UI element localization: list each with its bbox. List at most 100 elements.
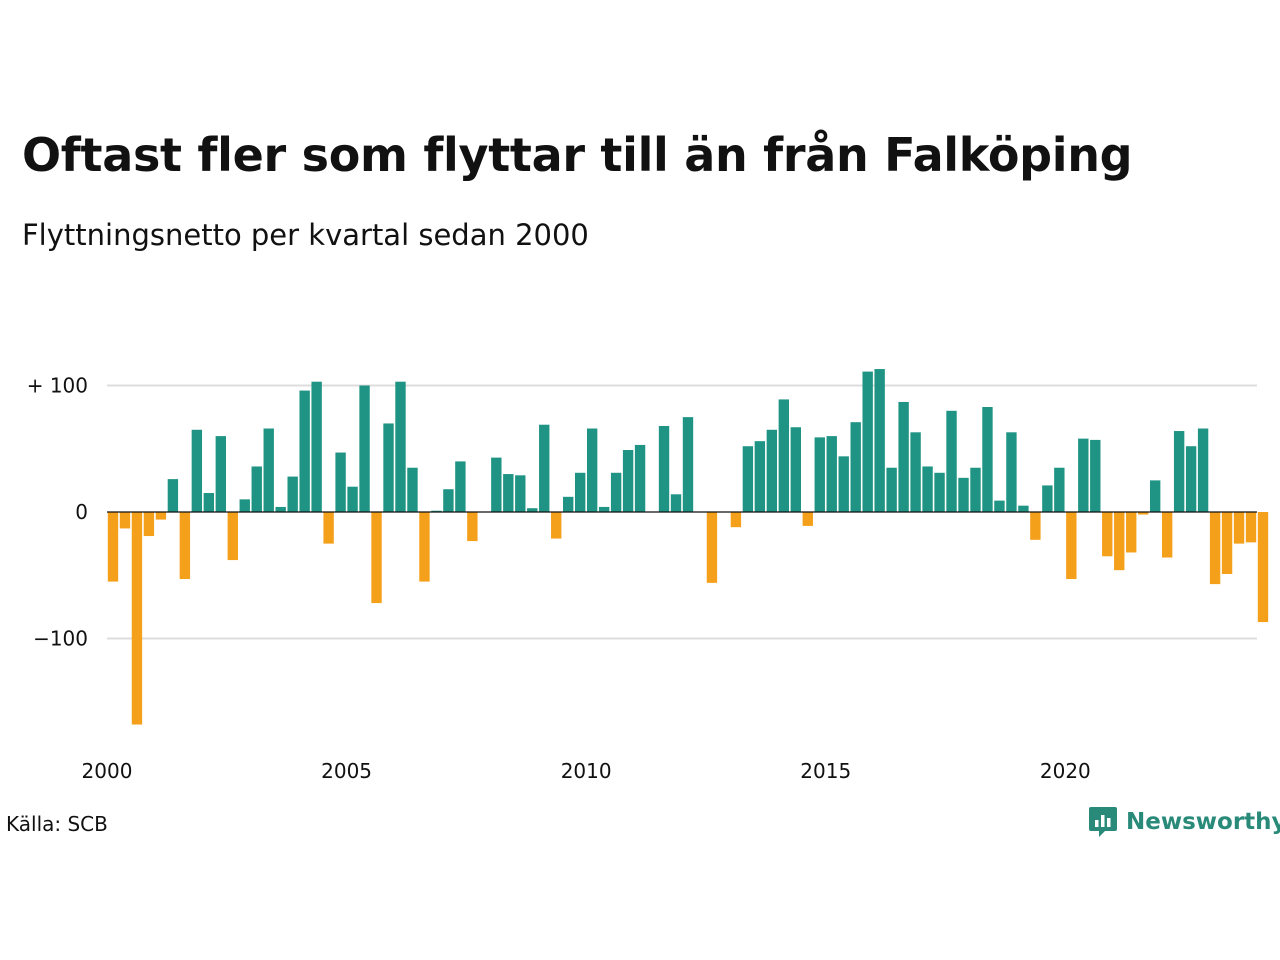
bar-2005Q2 [359, 385, 370, 512]
bar-2007Q3 [467, 512, 478, 542]
bar-2010Q1 [586, 428, 598, 512]
bar-2009Q1 [539, 424, 550, 512]
bar-2003Q1 [251, 466, 262, 512]
bar-2009Q2 [551, 512, 562, 539]
bar-2006Q2 [407, 467, 418, 512]
bar-2005Q4 [383, 423, 394, 512]
bar-2003Q2 [263, 428, 274, 512]
bar-2001Q3 [179, 512, 191, 580]
bar-2004Q2 [311, 381, 322, 512]
bar-2005Q1 [347, 486, 358, 512]
bar-2002Q1 [203, 493, 215, 512]
bar-2006Q1 [395, 381, 406, 512]
bar-2020Q4 [1102, 512, 1113, 557]
bar-2020Q1 [1066, 512, 1077, 580]
bar-2019Q1 [1018, 505, 1029, 512]
bar-2017Q3 [946, 410, 957, 512]
bar-2000Q2 [119, 512, 131, 529]
bar-2008Q4 [527, 508, 538, 512]
bar-2010Q2 [598, 506, 610, 512]
bar-2001Q2 [167, 479, 179, 512]
bar-2014Q3 [802, 512, 813, 526]
newsworthy-logo-icon [1089, 807, 1117, 837]
bars [107, 369, 1269, 725]
bar-2020Q2 [1078, 438, 1089, 512]
bar-2001Q1 [155, 512, 167, 520]
bar-2013Q1 [730, 512, 742, 528]
bar-2011Q3 [658, 425, 670, 512]
chart-subtitle: Flyttningsnetto per kvartal sedan 2000 [22, 218, 589, 252]
bar-2012Q1 [682, 417, 694, 512]
bar-2008Q2 [503, 474, 514, 512]
newsworthy-logo: Newsworthy [1088, 805, 1280, 839]
bar-2021Q2 [1126, 512, 1137, 553]
bar-2004Q3 [323, 512, 334, 544]
gridlines [107, 384, 1257, 640]
bar-2000Q1 [107, 512, 119, 582]
bar-2014Q2 [790, 427, 801, 512]
bar-2008Q1 [491, 457, 502, 512]
source-note: Källa: SCB [6, 812, 108, 836]
bar-2023Q4 [1245, 512, 1257, 543]
y-tick-label: + 100 [27, 374, 88, 398]
y-tick-label: −100 [33, 627, 88, 651]
bar-2010Q4 [622, 450, 634, 512]
bar-2015Q2 [838, 456, 849, 512]
bar-2019Q4 [1054, 467, 1065, 512]
bar-2015Q4 [862, 371, 873, 512]
bar-2007Q1 [443, 489, 454, 512]
bar-2008Q3 [515, 475, 526, 512]
bar-2004Q4 [335, 452, 346, 512]
bar-2012Q3 [706, 512, 718, 583]
bar-2009Q4 [574, 472, 586, 512]
bar-2011Q1 [634, 444, 646, 512]
bar-2022Q1 [1161, 512, 1173, 558]
bar-2016Q3 [898, 401, 909, 512]
bar-2002Q2 [215, 436, 226, 512]
bar-2023Q3 [1233, 512, 1245, 544]
logo-text: Newsworthy [1126, 809, 1280, 835]
bar-2011Q4 [670, 494, 682, 512]
bar-2016Q4 [910, 432, 921, 512]
x-tick-label: 2015 [800, 759, 851, 783]
bar-chart: + 100 0 −100 2000 2005 2010 2015 2020 [27, 369, 1269, 783]
bar-2017Q1 [922, 466, 933, 512]
x-tick-labels: 2000 2005 2010 2015 2020 [82, 759, 1091, 783]
bar-2003Q4 [287, 476, 298, 512]
bar-2002Q3 [227, 512, 238, 561]
x-tick-label: 2000 [82, 759, 133, 783]
bar-2010Q3 [610, 472, 622, 512]
bar-2016Q1 [874, 369, 885, 512]
bar-2015Q3 [850, 422, 861, 512]
bar-2007Q2 [455, 461, 466, 512]
bar-2006Q3 [419, 512, 430, 582]
bar-2020Q3 [1090, 439, 1101, 512]
bar-2017Q4 [958, 477, 969, 512]
bar-2022Q4 [1197, 428, 1209, 512]
bar-2018Q4 [1006, 432, 1017, 512]
bar-2022Q2 [1173, 431, 1185, 512]
bar-2013Q4 [766, 429, 778, 512]
bar-2005Q3 [371, 512, 382, 604]
bar-2021Q3 [1138, 512, 1149, 515]
bar-2017Q2 [934, 472, 945, 512]
y-tick-labels: + 100 0 −100 [27, 374, 88, 651]
bar-2021Q1 [1114, 512, 1125, 571]
bar-2016Q2 [886, 467, 897, 512]
bar-2023Q1 [1209, 512, 1221, 585]
bar-2000Q4 [143, 512, 155, 537]
x-tick-label: 2010 [561, 759, 612, 783]
bar-2001Q4 [191, 429, 203, 512]
bar-2018Q3 [994, 500, 1005, 512]
bar-2014Q1 [778, 399, 790, 512]
bar-2013Q2 [742, 446, 754, 512]
bar-2003Q3 [275, 506, 286, 512]
bar-undefined [1257, 512, 1269, 623]
bar-2023Q2 [1221, 512, 1233, 574]
bar-2004Q1 [299, 390, 310, 512]
bar-2013Q3 [754, 441, 766, 512]
bar-2014Q4 [814, 437, 825, 512]
chart-title: Oftast fler som flyttar till än från Fal… [22, 128, 1133, 182]
bar-2018Q2 [982, 407, 993, 512]
y-tick-label: 0 [75, 500, 88, 524]
